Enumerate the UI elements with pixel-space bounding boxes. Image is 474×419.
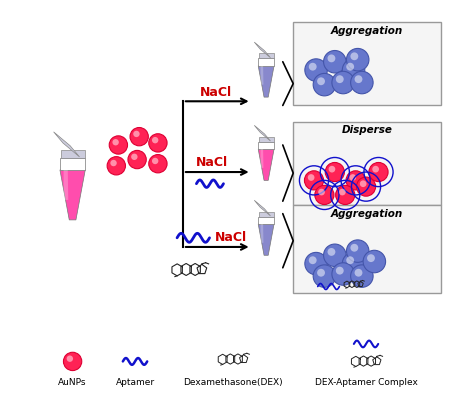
Polygon shape [258,224,274,255]
Circle shape [304,171,324,190]
Circle shape [351,265,373,287]
Circle shape [328,248,336,256]
Circle shape [346,63,354,71]
Circle shape [346,49,369,71]
Polygon shape [54,132,80,157]
Text: DEX-Aptamer Complex: DEX-Aptamer Complex [315,378,418,387]
Polygon shape [261,143,264,168]
Circle shape [342,252,365,275]
Polygon shape [258,149,274,180]
Circle shape [67,355,73,362]
Circle shape [336,185,355,204]
FancyBboxPatch shape [293,205,441,293]
Polygon shape [259,53,273,58]
Circle shape [372,166,379,173]
Circle shape [107,157,126,175]
Circle shape [305,252,328,275]
Circle shape [318,189,325,195]
Circle shape [309,256,317,264]
Circle shape [349,174,356,181]
Circle shape [369,163,388,181]
Polygon shape [61,150,85,158]
Circle shape [339,189,346,195]
Text: NaCl: NaCl [200,85,232,98]
Circle shape [128,150,146,169]
Circle shape [356,177,375,196]
FancyBboxPatch shape [293,22,441,106]
Circle shape [305,59,328,81]
Circle shape [64,352,82,370]
Polygon shape [254,200,271,216]
Circle shape [110,160,117,166]
Circle shape [317,78,325,85]
Circle shape [350,52,358,60]
Polygon shape [259,137,273,142]
Circle shape [355,75,363,83]
Polygon shape [254,125,271,141]
Circle shape [336,267,344,274]
Circle shape [328,54,336,62]
Circle shape [324,244,346,266]
Text: NaCl: NaCl [196,156,228,169]
Circle shape [346,240,369,262]
Text: AuNPs: AuNPs [58,378,87,387]
Circle shape [149,155,167,173]
Circle shape [325,163,345,181]
Polygon shape [261,218,264,243]
FancyBboxPatch shape [293,122,441,205]
Circle shape [309,63,317,71]
Circle shape [149,134,167,152]
Circle shape [152,137,158,143]
Circle shape [367,254,375,262]
Polygon shape [64,160,68,200]
Circle shape [109,136,128,154]
Polygon shape [60,170,85,220]
Circle shape [336,75,344,83]
Text: Dexamethasone(DEX): Dexamethasone(DEX) [183,378,283,387]
Circle shape [351,71,373,94]
Circle shape [130,127,148,146]
Polygon shape [261,60,264,85]
Circle shape [324,51,346,73]
Circle shape [133,131,140,137]
Circle shape [355,269,363,277]
Circle shape [350,244,358,252]
Circle shape [332,71,355,94]
Circle shape [346,171,365,190]
Circle shape [152,158,158,164]
Circle shape [112,139,119,145]
Text: Aggregation: Aggregation [331,26,403,36]
Polygon shape [258,58,274,66]
Polygon shape [258,66,274,97]
Polygon shape [254,42,271,58]
Circle shape [346,256,354,264]
Circle shape [315,185,334,204]
Text: Aptamer: Aptamer [116,378,155,387]
Circle shape [360,181,366,187]
Text: NaCl: NaCl [215,231,247,244]
Circle shape [308,174,314,181]
Circle shape [313,73,336,96]
Polygon shape [258,217,274,224]
Circle shape [313,265,336,287]
Circle shape [342,59,365,81]
Text: Disperse: Disperse [342,125,392,135]
Circle shape [328,166,335,173]
Polygon shape [259,212,273,217]
Polygon shape [60,158,85,170]
Polygon shape [258,142,274,149]
Circle shape [363,250,385,273]
Circle shape [131,154,137,160]
Text: Aggregation: Aggregation [331,209,403,219]
Circle shape [332,263,355,285]
Circle shape [317,269,325,277]
